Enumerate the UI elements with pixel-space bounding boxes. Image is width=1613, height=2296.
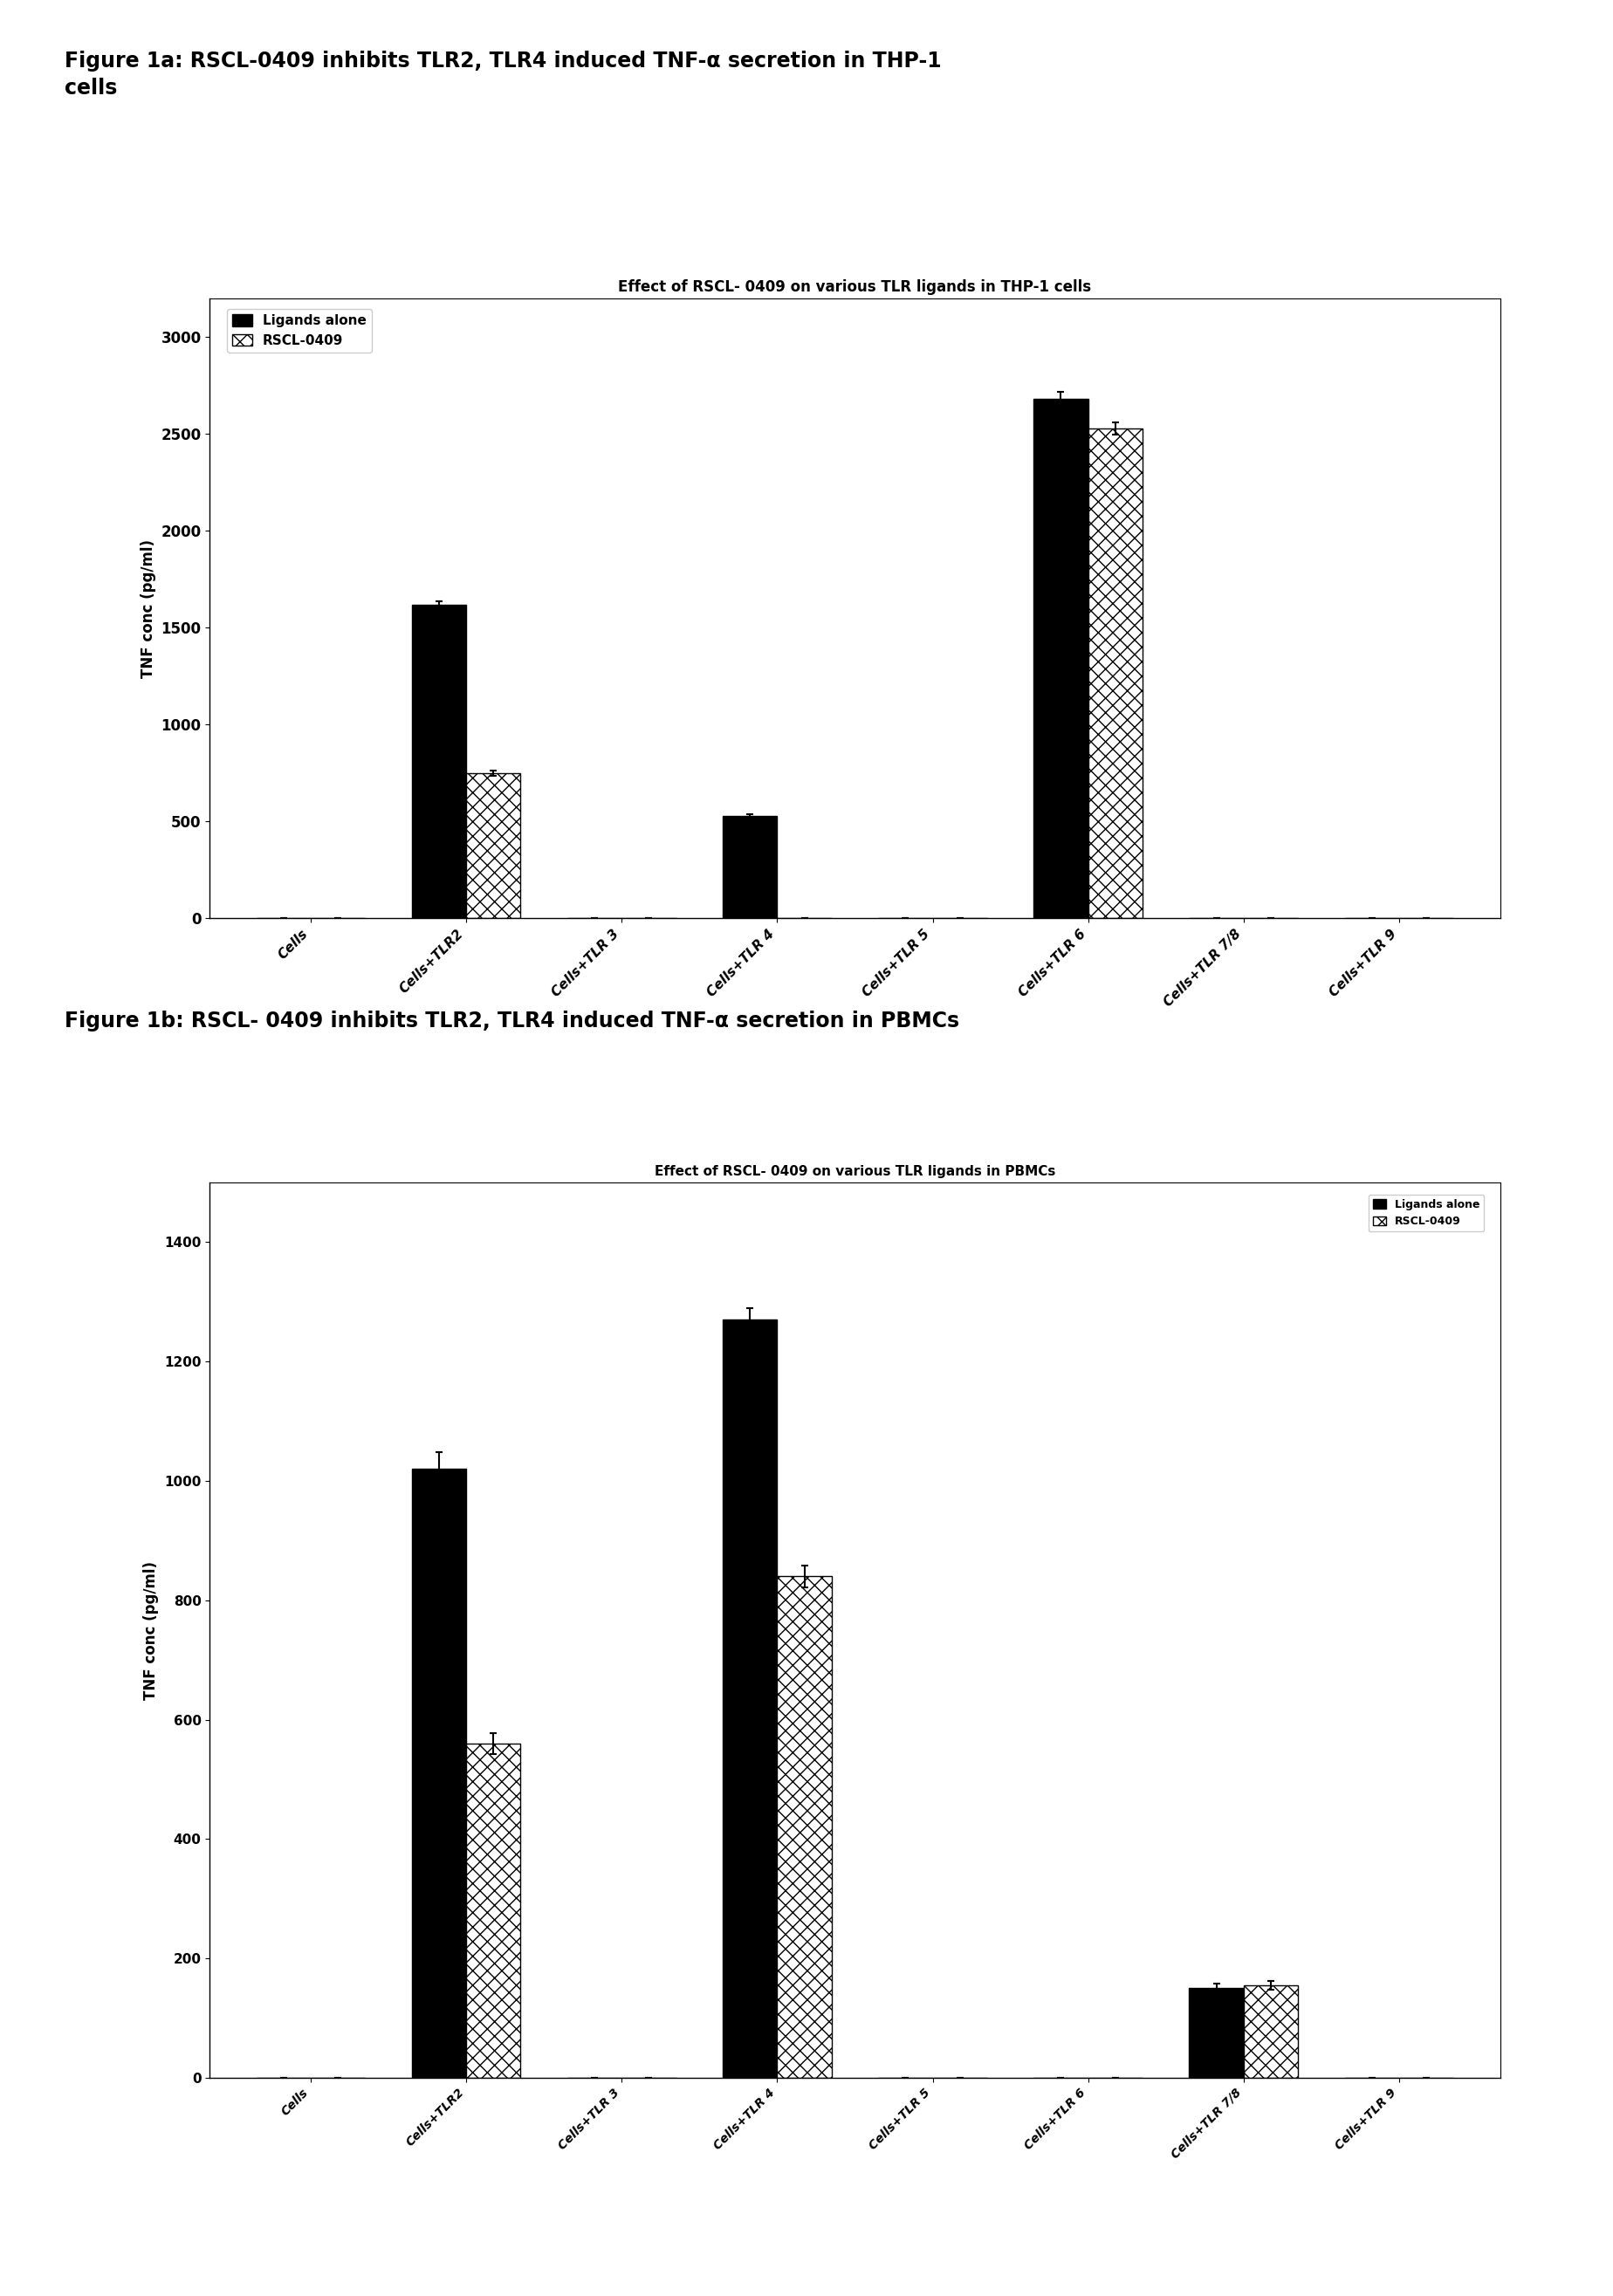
Legend: Ligands alone, RSCL-0409: Ligands alone, RSCL-0409	[226, 308, 371, 351]
Text: Figure 1b: RSCL- 0409 inhibits TLR2, TLR4 induced TNF-α secretion in PBMCs: Figure 1b: RSCL- 0409 inhibits TLR2, TLR…	[65, 1010, 960, 1031]
Bar	[466, 1743, 521, 2078]
Bar	[1089, 429, 1142, 918]
Bar	[1189, 1988, 1244, 2078]
Bar	[1034, 400, 1089, 918]
Bar	[723, 815, 777, 918]
Title: Effect of RSCL- 0409 on various TLR ligands in PBMCs: Effect of RSCL- 0409 on various TLR liga…	[655, 1164, 1055, 1178]
Bar	[723, 1320, 777, 2078]
Legend: Ligands alone, RSCL-0409: Ligands alone, RSCL-0409	[1368, 1194, 1484, 1231]
Y-axis label: TNF conc (pg/ml): TNF conc (pg/ml)	[144, 1561, 160, 1699]
Y-axis label: TNF conc (pg/ml): TNF conc (pg/ml)	[140, 540, 156, 677]
Bar	[466, 774, 521, 918]
Text: Figure 1a: RSCL-0409 inhibits TLR2, TLR4 induced TNF-α secretion in THP-1
cells: Figure 1a: RSCL-0409 inhibits TLR2, TLR4…	[65, 51, 942, 99]
Title: Effect of RSCL- 0409 on various TLR ligands in THP-1 cells: Effect of RSCL- 0409 on various TLR liga…	[618, 280, 1092, 294]
Bar	[777, 1577, 832, 2078]
Bar	[411, 1469, 466, 2078]
Bar	[1244, 1986, 1298, 2078]
Bar	[411, 604, 466, 918]
